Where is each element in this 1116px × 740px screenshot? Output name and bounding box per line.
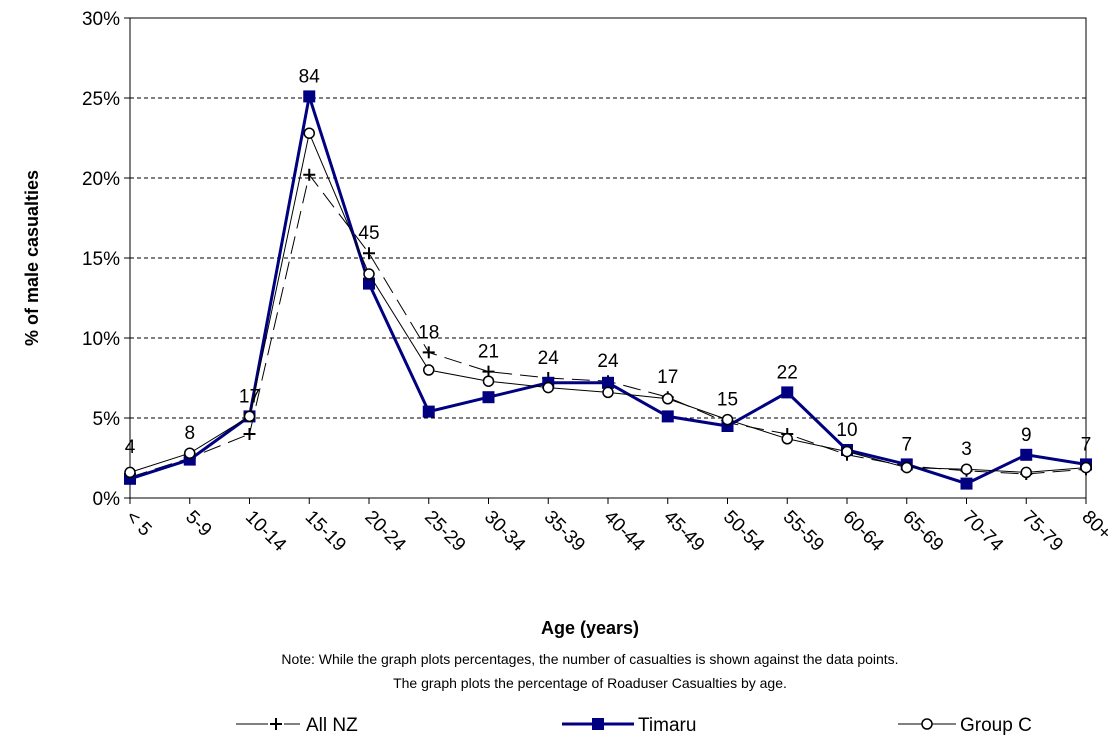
legend: All NZ Timaru Group C — [236, 715, 1032, 736]
legend-item-group-c: Group C — [898, 715, 1032, 736]
y-tick-label: 25% — [82, 89, 120, 110]
data-point — [721, 413, 734, 426]
data-point — [662, 393, 674, 405]
data-point — [423, 364, 435, 376]
y-tick-label: 15% — [82, 249, 120, 270]
circle-marker-icon — [921, 718, 933, 730]
data-point — [781, 386, 794, 399]
data-label: 18 — [418, 322, 439, 343]
y-tick-label: 5% — [93, 409, 121, 430]
y-axis-title: % of male casualties — [22, 170, 42, 346]
data-point — [781, 433, 793, 445]
legend-label-group-c: Group C — [960, 715, 1032, 736]
data-label: 9 — [1021, 425, 1032, 446]
data-label: 17 — [239, 386, 260, 407]
y-tick-label: 10% — [82, 329, 120, 350]
series-line — [129, 173, 1087, 478]
data-point — [363, 268, 375, 280]
x-tick-label: 25-29 — [420, 507, 469, 556]
data-point — [960, 463, 973, 475]
x-tick-label: 30-34 — [480, 507, 530, 557]
data-label: 10 — [836, 420, 857, 441]
series-timaru — [124, 90, 1092, 490]
data-point — [303, 90, 316, 103]
x-tick-label: 55-59 — [779, 507, 828, 556]
data-point — [184, 447, 196, 459]
data-point — [960, 477, 973, 490]
data-point — [602, 386, 614, 399]
data-label: 8 — [184, 423, 195, 444]
y-tick-label: 20% — [82, 169, 120, 190]
data-point — [422, 405, 435, 418]
data-label: 7 — [901, 434, 912, 455]
x-axis-title: Age (years) — [541, 618, 639, 638]
x-tick-label: 10-14 — [241, 507, 291, 557]
data-point — [661, 410, 674, 423]
x-tick-label: 40-44 — [599, 507, 649, 557]
series-group-c — [124, 127, 1092, 479]
data-label: 3 — [961, 439, 972, 460]
data-point — [482, 375, 495, 387]
x-tick-label: 15-19 — [301, 507, 350, 556]
data-label: 22 — [777, 362, 798, 383]
series-all-nz — [124, 168, 1092, 484]
data-point — [1080, 461, 1092, 474]
data-point — [482, 391, 495, 404]
data-point — [542, 381, 554, 394]
data-label: 24 — [538, 348, 560, 369]
data-label: 15 — [717, 390, 738, 411]
x-tick-label: 50-54 — [719, 507, 769, 557]
data-label: 4 — [125, 437, 136, 458]
x-tick-label: 70-74 — [958, 507, 1008, 557]
series-layer — [124, 90, 1092, 490]
plus-marker-icon — [270, 718, 282, 730]
data-label: 84 — [299, 66, 321, 87]
x-tick-label: 20-24 — [360, 507, 410, 557]
x-tick-label: 35-39 — [540, 507, 589, 556]
data-point — [363, 277, 375, 290]
data-point — [124, 466, 136, 479]
y-tick-labels: 0% 5% 10% 15% 20% 25% 30% — [82, 9, 130, 510]
x-tick-label: 45-49 — [659, 507, 708, 556]
y-tick-label: 0% — [93, 489, 121, 510]
x-tick-label: 5-9 — [181, 507, 215, 541]
legend-item-timaru: Timaru — [562, 715, 696, 736]
legend-item-all-nz: All NZ — [236, 715, 358, 736]
square-marker-icon — [592, 718, 604, 730]
data-label: 7 — [1081, 434, 1092, 455]
data-point — [602, 376, 614, 389]
note-line-2: The graph plots the percentage of Roadus… — [393, 675, 787, 691]
data-point — [422, 346, 435, 359]
data-point — [243, 410, 256, 423]
x-tick-labels: < 5 5-9 10-14 15-19 20-24 25-29 30-34 35-39 40-4… — [121, 498, 1115, 556]
data-labels: 4 8 17 84 45 18 21 24 24 17 15 22 10 7 3 9 7 — [125, 66, 1092, 460]
legend-label-timaru: Timaru — [638, 715, 696, 736]
data-point — [363, 247, 375, 260]
x-tick-label: 75-79 — [1018, 507, 1067, 556]
data-point — [841, 445, 853, 458]
data-label: 17 — [657, 367, 678, 388]
x-tick-label: 60-64 — [838, 507, 888, 557]
data-point — [243, 428, 256, 440]
data-label: 45 — [358, 223, 379, 244]
note-line-1: Note: While the graph plots percentages,… — [281, 651, 898, 667]
series-line — [129, 95, 1087, 486]
x-tick-label: < 5 — [121, 507, 155, 541]
gridlines — [130, 97, 1086, 419]
data-point — [303, 168, 316, 181]
data-point — [1020, 448, 1033, 461]
x-tick-label: 80+ — [1077, 507, 1115, 545]
data-point — [901, 461, 913, 474]
data-label: 21 — [478, 342, 499, 363]
data-label: 24 — [597, 351, 619, 372]
data-point — [1020, 466, 1032, 479]
y-tick-label: 30% — [82, 9, 120, 30]
x-tick-label: 65-69 — [898, 507, 947, 556]
series-line — [129, 131, 1087, 473]
data-point — [303, 127, 315, 139]
legend-label-all-nz: All NZ — [306, 715, 358, 736]
